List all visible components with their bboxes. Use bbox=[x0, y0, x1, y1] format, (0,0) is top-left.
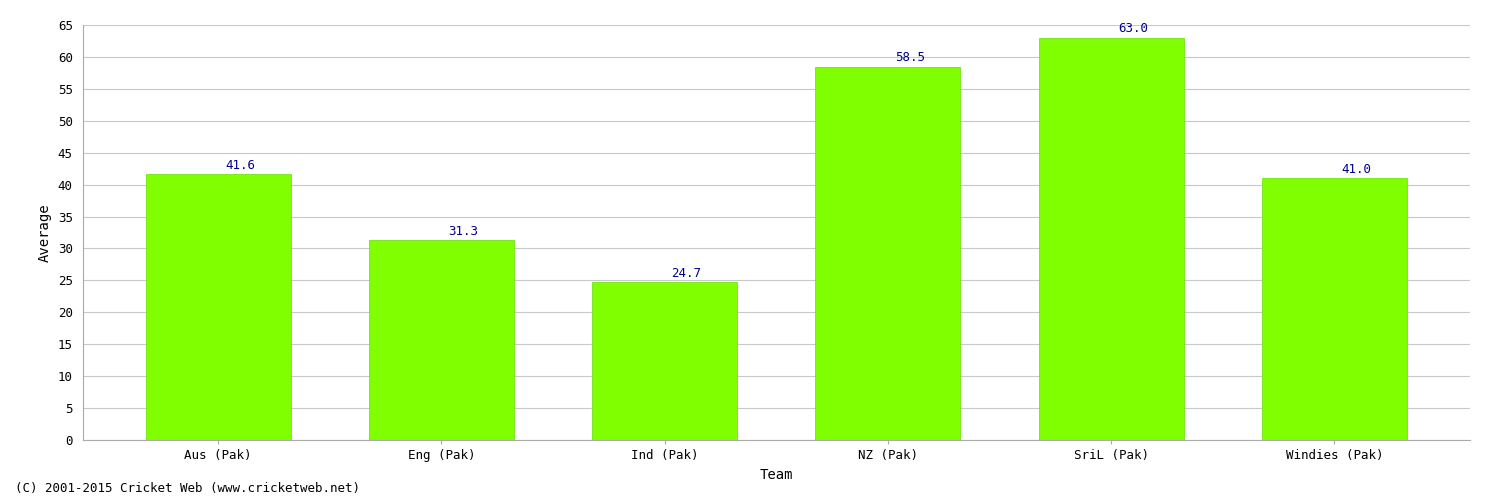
Bar bbox=[592, 282, 736, 440]
Bar bbox=[146, 174, 291, 440]
Text: (C) 2001-2015 Cricket Web (www.cricketweb.net): (C) 2001-2015 Cricket Web (www.cricketwe… bbox=[15, 482, 360, 495]
Bar bbox=[1038, 38, 1184, 440]
Bar bbox=[1262, 178, 1407, 440]
Text: 63.0: 63.0 bbox=[1118, 22, 1148, 35]
Text: 41.0: 41.0 bbox=[1341, 162, 1371, 175]
Y-axis label: Average: Average bbox=[38, 203, 52, 262]
Text: 58.5: 58.5 bbox=[894, 51, 924, 64]
Bar bbox=[816, 66, 960, 440]
Text: 24.7: 24.7 bbox=[672, 266, 702, 280]
Text: 31.3: 31.3 bbox=[448, 224, 478, 237]
Text: 41.6: 41.6 bbox=[225, 159, 255, 172]
Bar bbox=[369, 240, 514, 440]
X-axis label: Team: Team bbox=[759, 468, 794, 481]
